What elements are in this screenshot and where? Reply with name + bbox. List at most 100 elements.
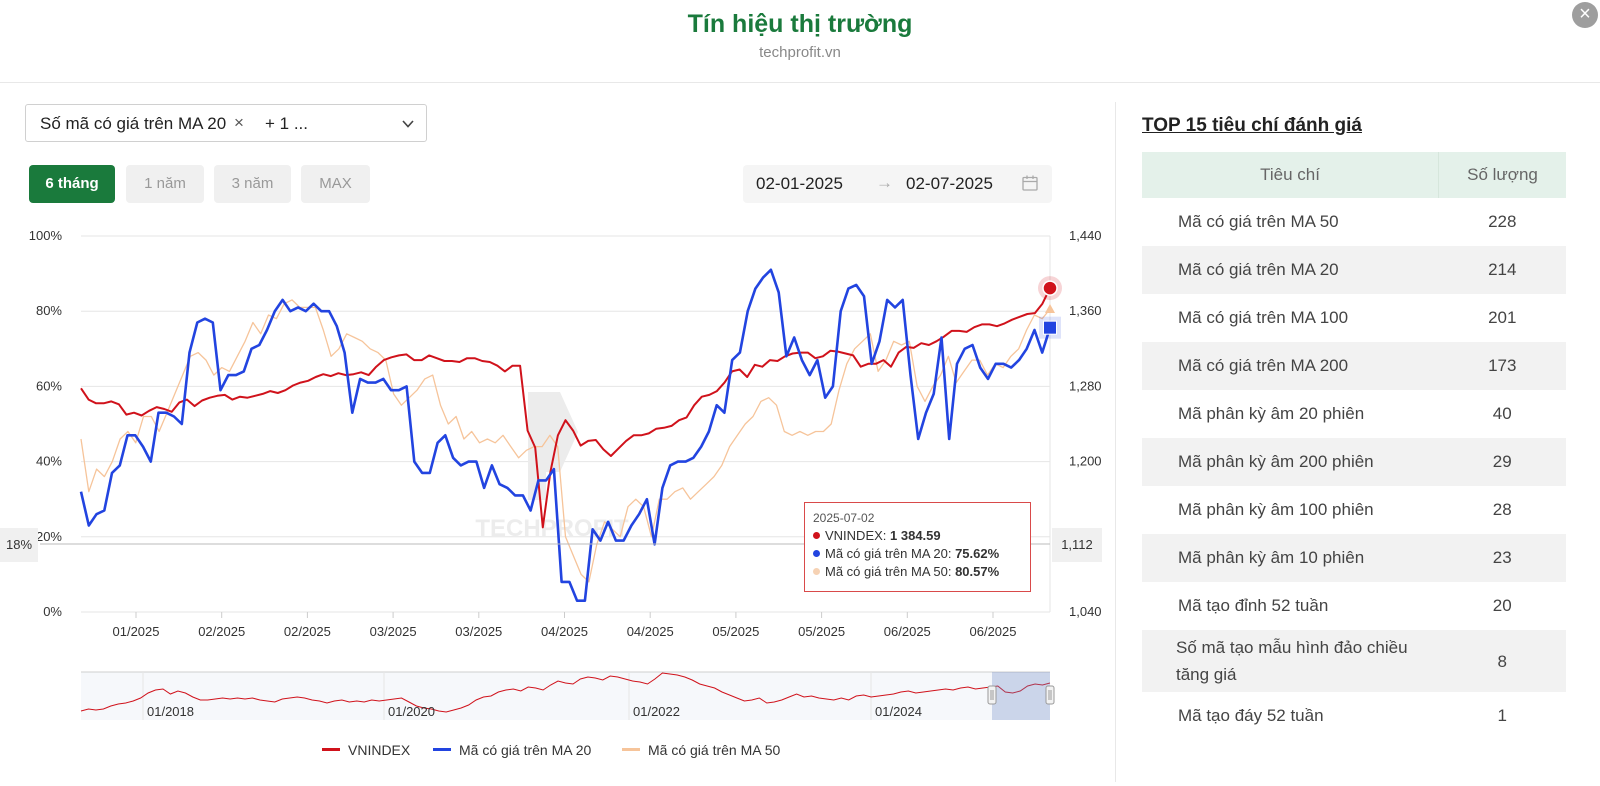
x-tick-label: 04/2025: [627, 624, 674, 639]
criterion-count: 8: [1438, 630, 1566, 692]
ma50-marker: [1045, 304, 1055, 314]
table-row[interactable]: Số mã tạo mẫu hình đảo chiều tăng giá 8: [1142, 630, 1566, 692]
legend-item-ma20[interactable]: Mã có giá trên MA 20: [433, 740, 591, 760]
series-line-vnindex: [80, 287, 1051, 529]
tooltip-label: Mã có giá trên MA 20:: [825, 546, 956, 561]
legend-label: VNINDEX: [348, 742, 411, 758]
legend-item-ma50[interactable]: Mã có giá trên MA 50: [622, 740, 780, 760]
calendar-icon[interactable]: [1021, 174, 1039, 192]
column-header-count[interactable]: Số lượng: [1438, 152, 1566, 198]
end-date-input[interactable]: 02-07-2025: [906, 174, 993, 193]
navigator-background: [81, 672, 1050, 720]
series-line-ma50: [80, 299, 1051, 583]
range-3-years-button[interactable]: 3 năm: [214, 165, 291, 203]
selected-criterion-tag: Số mã có giá trên MA 20: [40, 114, 227, 133]
legend-label: Mã có giá trên MA 20: [459, 742, 592, 758]
y-right-tick-label: 1,200: [1069, 454, 1102, 469]
y-right-tick-label: 1,040: [1069, 604, 1102, 619]
date-range-picker[interactable]: 02-01-2025 → 02-07-2025: [743, 165, 1052, 203]
x-tick-label: 01/2025: [113, 624, 160, 639]
criterion-label: Mã có giá trên MA 200: [1142, 342, 1439, 390]
table-row[interactable]: Mã có giá trên MA 100 201: [1142, 294, 1566, 342]
page-subtitle: techprofit.vn: [759, 44, 841, 61]
criterion-count: 23: [1438, 534, 1566, 582]
modal-header: Tín hiệu thị trường techprofit.vn: [0, 0, 1600, 83]
range-6-months-button[interactable]: 6 tháng: [29, 165, 115, 203]
criterion-label: Mã phân kỳ âm 100 phiên: [1178, 500, 1374, 519]
legend-line-icon: [322, 748, 340, 751]
chevron-down-icon: [402, 120, 414, 128]
remove-tag-icon[interactable]: ×: [234, 113, 244, 132]
arrow-right-icon: →: [876, 173, 893, 192]
table-row[interactable]: Mã tạo đáy 52 tuần 1: [1142, 692, 1566, 740]
criterion-label: Số mã tạo mẫu hình đảo chiều tăng giá: [1142, 630, 1439, 692]
criterion-count: 1: [1497, 706, 1507, 725]
panel-divider: [1115, 102, 1116, 782]
market-signal-chart[interactable]: 0% 20% 40% 60% 80% 100% 1,040 1,112 1,200 1,280 1,…: [0, 222, 1112, 652]
x-tick-label: 02/2025: [198, 624, 245, 639]
table-row[interactable]: Mã phân kỳ âm 100 phiên 28: [1142, 486, 1566, 534]
table-row[interactable]: Mã phân kỳ âm 10 phiên 23: [1142, 534, 1566, 582]
x-tick-label: 03/2025: [370, 624, 417, 639]
navigator-handle-left[interactable]: [987, 685, 997, 705]
table-row[interactable]: Mã có giá trên MA 50 228: [1142, 198, 1566, 246]
more-selected-indicator: + 1 ...: [265, 114, 308, 133]
tooltip-label: VNINDEX:: [825, 528, 891, 543]
x-tick-label: 04/2025: [541, 624, 588, 639]
legend-item-vnindex[interactable]: VNINDEX: [322, 740, 410, 760]
navigator-selection[interactable]: [992, 672, 1050, 720]
x-tick-label: 03/2025: [455, 624, 502, 639]
x-tick-label: 05/2025: [712, 624, 759, 639]
table-row[interactable]: Mã phân kỳ âm 200 phiên 29: [1142, 438, 1566, 486]
column-header-criterion[interactable]: Tiêu chí: [1142, 152, 1439, 198]
y-left-tick-label: 0%: [43, 604, 62, 619]
navigator-tick-label: 01/2022: [633, 704, 680, 719]
watermark-text: TECHPROFIT: [475, 515, 629, 542]
criteria-table: Tiêu chí Số lượng Mã có giá trên MA 50 22…: [1142, 152, 1566, 740]
navigator-tick-label: 01/2018: [147, 704, 194, 719]
criterion-count: 214: [1438, 246, 1566, 294]
y-right-tick-label: 1,440: [1069, 228, 1102, 243]
tooltip-dot-icon: [813, 568, 820, 575]
y-left-tick-label: 60%: [36, 378, 62, 393]
criterion-label: Mã tạo đỉnh 52 tuần: [1178, 596, 1329, 615]
close-icon[interactable]: ×: [1572, 2, 1598, 28]
range-max-button[interactable]: MAX: [301, 165, 370, 203]
table-row[interactable]: Mã tạo đỉnh 52 tuần 20: [1142, 582, 1566, 630]
start-date-input[interactable]: 02-01-2025: [756, 174, 843, 193]
criterion-count: 20: [1492, 596, 1512, 615]
x-tick-label: 02/2025: [284, 624, 331, 639]
criterion-count: 29: [1438, 438, 1566, 486]
criteria-select[interactable]: Số mã có giá trên MA 20 × + 1 ...: [25, 104, 427, 142]
tooltip-dot-icon: [813, 532, 820, 539]
legend-line-icon: [622, 748, 640, 751]
table-row[interactable]: Mã phân kỳ âm 20 phiên 40: [1142, 390, 1566, 438]
vnindex-marker: [1042, 280, 1058, 296]
x-tick-label: 06/2025: [970, 624, 1017, 639]
y-right-tick-label: 1,360: [1069, 303, 1102, 318]
range-navigator[interactable]: 01/2018 01/2020 01/2022 01/2024: [0, 668, 1112, 724]
criterion-label: Mã phân kỳ âm 20 phiên: [1178, 404, 1365, 423]
x-tick-label: 06/2025: [884, 624, 931, 639]
chart-tooltip: 2025-07-02 VNINDEX: 1 384.59 Mã có giá t…: [804, 502, 1031, 592]
y-left-tick-label: 20%: [36, 529, 62, 544]
criteria-table-header: Tiêu chí Số lượng: [1142, 152, 1566, 198]
criterion-label: Mã phân kỳ âm 200 phiên: [1142, 438, 1439, 486]
criterion-label: Mã phân kỳ âm 10 phiên: [1142, 534, 1439, 582]
criterion-count: 173: [1438, 342, 1566, 390]
tooltip-label: Mã có giá trên MA 50:: [825, 564, 956, 579]
table-row[interactable]: Mã có giá trên MA 20 214: [1142, 246, 1566, 294]
crosshair-left-label: 18%: [0, 528, 38, 562]
range-1-year-button[interactable]: 1 năm: [126, 165, 204, 203]
criterion-count: 28: [1492, 500, 1512, 519]
tooltip-dot-icon: [813, 550, 820, 557]
chart-legend: VNINDEX Mã có giá trên MA 20 Mã có giá t…: [0, 740, 1115, 760]
table-row[interactable]: Mã có giá trên MA 200 173: [1142, 342, 1566, 390]
navigator-handle-right[interactable]: [1045, 685, 1055, 705]
criterion-count: 40: [1492, 404, 1512, 423]
criterion-label: Mã có giá trên MA 20: [1142, 246, 1439, 294]
tooltip-row-ma20: Mã có giá trên MA 20: 75.62%: [813, 546, 1022, 564]
legend-line-icon: [433, 748, 451, 751]
watermark-logo: [528, 392, 578, 500]
tooltip-row-ma50: Mã có giá trên MA 50: 80.57%: [813, 564, 1022, 582]
